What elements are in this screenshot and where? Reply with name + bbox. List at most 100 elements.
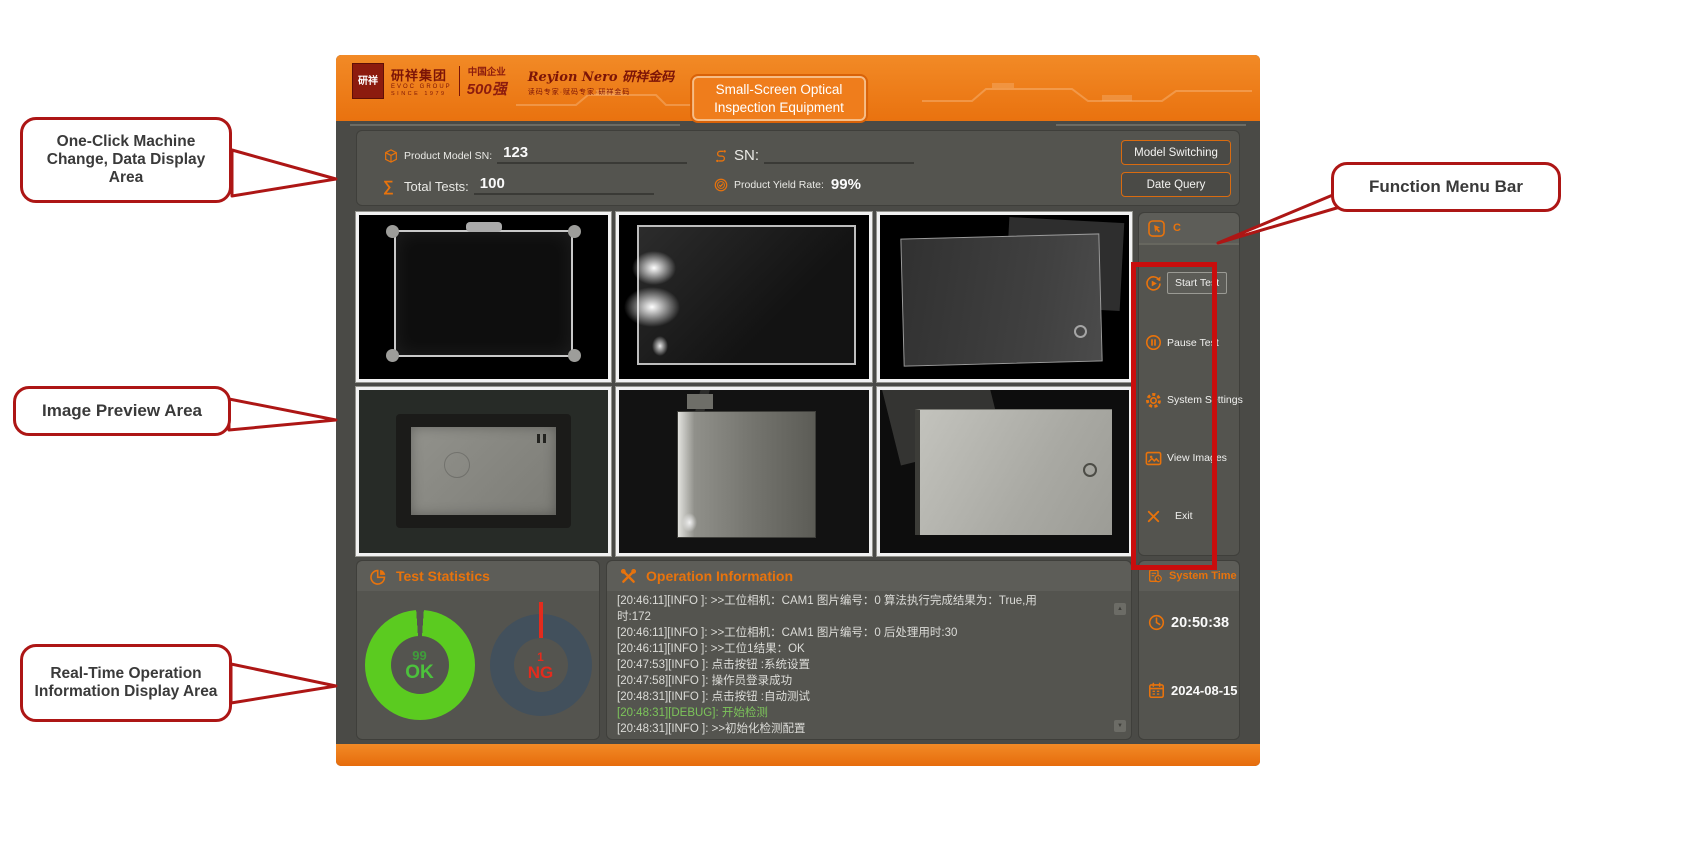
product-model-label: Product Model SN:	[404, 149, 493, 162]
callout-function-menu-text: Function Menu Bar	[1369, 177, 1523, 197]
tools-icon	[620, 568, 637, 583]
rank-line2: 500强	[466, 80, 507, 98]
pie-chart-icon	[370, 569, 386, 585]
callout-image-area-text: Image Preview Area	[41, 401, 202, 421]
menu-item-system-settings[interactable]: System Settings	[1139, 391, 1243, 410]
rank-line1: 中国企业	[467, 66, 506, 78]
operation-information-panel: Operation Information [20:46:11][INFO ]:…	[606, 560, 1132, 740]
menu-item-label: Exit	[1175, 510, 1193, 523]
preview-image-3	[875, 211, 1133, 383]
ng-count: 1	[537, 649, 544, 664]
menu-item-exit[interactable]: Exit	[1139, 507, 1239, 526]
total-tests-field: ∑ Total Tests: 100	[383, 175, 713, 195]
sigma-icon: ∑	[383, 177, 394, 195]
frame-decoration	[350, 124, 680, 126]
menu-item-label: View Images	[1167, 452, 1227, 465]
yield-rate-value: 99%	[830, 176, 861, 193]
menu-annotation-rectangle	[1131, 262, 1217, 570]
callout-data-area: One-Click Machine Change, Data Display A…	[20, 117, 232, 203]
operation-log[interactable]: [20:46:11][INFO ]: >>工位相机：CAM1 图片编号：0 算法…	[617, 593, 1109, 735]
brand-since: SINCE 1979	[391, 91, 447, 97]
callout-data-area-text: One-Click Machine Change, Data Display A…	[46, 133, 206, 186]
log-line: [20:47:53][INFO ]: 点击按钮 :系统设置	[617, 659, 810, 671]
document-clock-icon	[1149, 569, 1162, 583]
ng-donut-chart: 1 NG	[489, 602, 592, 716]
ok-donut-chart: 99 OK	[364, 610, 475, 720]
log-line: 时:172	[617, 611, 651, 623]
test-statistics-title: Test Statistics	[396, 568, 490, 584]
brand-name: 研祥集团	[391, 68, 448, 83]
menu-header-label: C	[1173, 222, 1181, 234]
app-footer-bar	[336, 744, 1260, 766]
operation-information-title: Operation Information	[646, 568, 793, 584]
ng-label: NG	[527, 662, 554, 682]
calendar-icon	[1148, 682, 1165, 699]
frame-decoration	[1056, 124, 1246, 126]
callout-function-menu: Function Menu Bar	[1331, 162, 1561, 212]
preview-image-1	[354, 211, 613, 383]
inspection-app-window: 研祥 研祥集团 EVOC GROUP SINCE 1979 中国企业 500强 …	[336, 55, 1260, 766]
test-statistics-panel: Test Statistics 99 OK 1 NG	[356, 560, 600, 740]
callout-image-area: Image Preview Area	[13, 386, 231, 436]
slogan-tagline: 读码专家·赋码专家·研祥金码	[527, 88, 631, 96]
app-header: 研祥 研祥集团 EVOC GROUP SINCE 1979 中国企业 500强 …	[336, 55, 1260, 124]
slogan-script: Reyion Nero 研祥金码	[527, 69, 675, 85]
log-line: [20:48:31][INFO ]: >>初始化检测配置	[617, 723, 806, 735]
menu-item-label: Pause Test	[1167, 336, 1219, 349]
system-settings-icon	[1146, 393, 1161, 408]
ok-label: OK	[405, 662, 434, 683]
system-time-panel: System Time 20:50:38 2024-08-15	[1138, 560, 1240, 740]
log-line-debug: [20:48:31][DEBUG]: 开始检测	[617, 707, 768, 719]
preview-image-5	[615, 385, 873, 557]
date-query-button[interactable]: Date Query	[1121, 172, 1231, 197]
exit-icon	[1147, 510, 1160, 522]
app-title-line1: Small-Screen Optical	[715, 82, 843, 97]
log-line: [20:47:58][INFO ]: 操作员登录成功	[617, 675, 793, 687]
log-line: [20:46:11][INFO ]: >>工位1结果：OK	[617, 643, 805, 655]
menu-item-pause-test[interactable]: Pause Test	[1139, 333, 1239, 352]
data-display-panel: Product Model SN: 123 SN: ∑ Total Tests:…	[356, 130, 1240, 206]
app-title-badge: Small-Screen Optical Inspection Equipmen…	[690, 73, 868, 124]
model-switching-button[interactable]: Model Switching	[1121, 140, 1231, 165]
brand-sub: EVOC GROUP	[391, 84, 452, 90]
callout-log-area-text: Real-Time Operation Information Display …	[34, 665, 218, 700]
menu-item-label: System Settings	[1167, 394, 1243, 407]
logo-divider	[458, 66, 460, 96]
logo-mark: 研祥	[352, 63, 384, 99]
ng-tick-mark	[538, 602, 543, 638]
click-hand-icon	[1148, 219, 1165, 237]
callout-log-area: Real-Time Operation Information Display …	[20, 644, 232, 722]
system-time-title: System Time	[1169, 570, 1237, 582]
current-date: 2024-08-15	[1171, 683, 1238, 698]
product-model-value: 123	[497, 144, 688, 164]
log-scroll-up-button[interactable]: ▲	[1114, 603, 1126, 615]
log-line: [20:46:11][INFO ]: >>工位相机：CAM1 图片编号：0 算法…	[617, 595, 1037, 607]
current-time: 20:50:38	[1171, 614, 1230, 631]
sn-label: SN:	[734, 146, 760, 164]
preview-image-2	[615, 211, 873, 383]
serial-link-icon	[716, 149, 726, 162]
test-statistics-header: Test Statistics	[357, 561, 599, 591]
image-preview-area	[354, 211, 1133, 557]
header-circuit-decoration	[922, 83, 1252, 102]
menu-header: C	[1139, 213, 1239, 245]
app-title-line2: Inspection Equipment	[714, 99, 844, 115]
header-circuit-decoration	[516, 90, 701, 106]
log-line: [20:48:31][INFO ]: 点击按钮 :自动测试	[617, 691, 810, 703]
box-icon	[385, 148, 397, 163]
start-test-icon	[1146, 276, 1161, 291]
pause-test-icon	[1145, 335, 1162, 351]
log-scroll-down-button[interactable]: ▼	[1114, 720, 1126, 732]
view-images-icon	[1145, 451, 1162, 466]
yield-rate-label: Product Yield Rate:	[734, 179, 824, 191]
log-line: [20:46:11][INFO ]: >>工位相机：CAM1 图片编号：0 后处…	[617, 627, 958, 639]
operation-information-header: Operation Information	[607, 561, 1131, 591]
sn-value	[764, 144, 915, 164]
product-model-field: Product Model SN: 123	[383, 144, 713, 164]
total-tests-label: Total Tests:	[404, 178, 469, 194]
yield-check-icon	[714, 178, 728, 192]
sn-field: SN:	[713, 144, 1053, 164]
menu-item-view-images[interactable]: View Images	[1139, 449, 1239, 468]
preview-image-4	[354, 385, 613, 557]
